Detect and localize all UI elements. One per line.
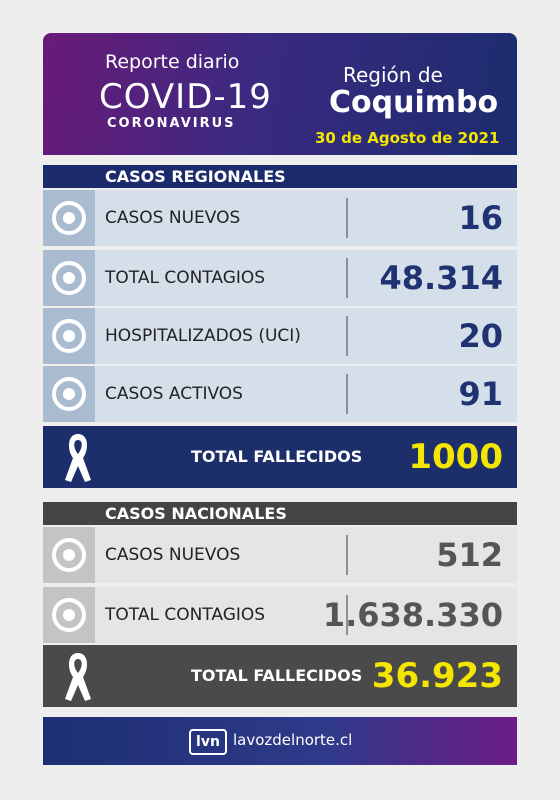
deaths-label: TOTAL FALLECIDOS (191, 447, 363, 466)
divider (346, 198, 348, 238)
row-icon (43, 527, 95, 583)
row-label: CASOS ACTIVOS (105, 384, 243, 404)
icon-shape (52, 319, 86, 353)
header: Reporte diario COVID-19 CORONAVIRUS Regi… (43, 33, 517, 155)
section-heading: CASOS NACIONALES (43, 502, 517, 525)
stat-row: CASOS NUEVOS 16 (43, 190, 517, 246)
stat-row: CASOS ACTIVOS 91 (43, 366, 517, 422)
icon-shape (52, 261, 86, 295)
kicker: Reporte diario (105, 51, 240, 73)
section-heading: CASOS REGIONALES (43, 165, 517, 188)
row-label: CASOS NUEVOS (105, 545, 241, 565)
ribbon-icon (65, 434, 91, 482)
heading-text: CASOS REGIONALES (105, 167, 286, 186)
icon-shape (52, 598, 86, 632)
row-label: TOTAL CONTAGIOS (105, 268, 266, 288)
region-prefix: Región de (343, 63, 443, 87)
logo: lvn (189, 729, 227, 755)
row-label: CASOS NUEVOS (105, 208, 241, 228)
row-icon (43, 366, 95, 422)
title: COVID-19 (99, 77, 272, 117)
subtitle: CORONAVIRUS (107, 116, 236, 131)
icon-shape (52, 377, 86, 411)
row-label: TOTAL CONTAGIOS (105, 605, 266, 625)
ribbon-icon (65, 653, 91, 701)
deaths-value: 36.923 (371, 656, 503, 696)
icon-shape (52, 201, 86, 235)
stat-row: CASOS NUEVOS 512 (43, 527, 517, 583)
deaths-bar: TOTAL FALLECIDOS 1000 (43, 426, 517, 488)
row-value: 512 (436, 536, 503, 574)
deaths-value: 1000 (408, 437, 503, 477)
divider (346, 595, 348, 635)
row-value: 91 (458, 375, 503, 413)
deaths-label: TOTAL FALLECIDOS (191, 666, 363, 685)
footer: lvn lavozdelnorte.cl (43, 717, 517, 765)
site: lavozdelnorte.cl (233, 731, 353, 749)
row-label: HOSPITALIZADOS (UCI) (105, 326, 301, 346)
divider (346, 258, 348, 298)
divider (346, 535, 348, 575)
divider (346, 316, 348, 356)
row-value: 48.314 (379, 259, 503, 297)
row-icon (43, 250, 95, 306)
stat-row: TOTAL CONTAGIOS 48.314 (43, 250, 517, 306)
row-value: 16 (458, 199, 503, 237)
row-icon (43, 587, 95, 643)
row-icon (43, 190, 95, 246)
deaths-bar: TOTAL FALLECIDOS 36.923 (43, 645, 517, 707)
icon-shape (52, 538, 86, 572)
row-value: 20 (458, 317, 503, 355)
stat-row: HOSPITALIZADOS (UCI) 20 (43, 308, 517, 364)
stat-row: TOTAL CONTAGIOS 1.638.330 (43, 587, 517, 643)
region: Coquimbo (329, 85, 499, 120)
row-icon (43, 308, 95, 364)
date: 30 de Agosto de 2021 (315, 129, 500, 147)
row-value: 1.638.330 (322, 596, 503, 634)
divider (346, 374, 348, 414)
heading-text: CASOS NACIONALES (105, 504, 287, 523)
